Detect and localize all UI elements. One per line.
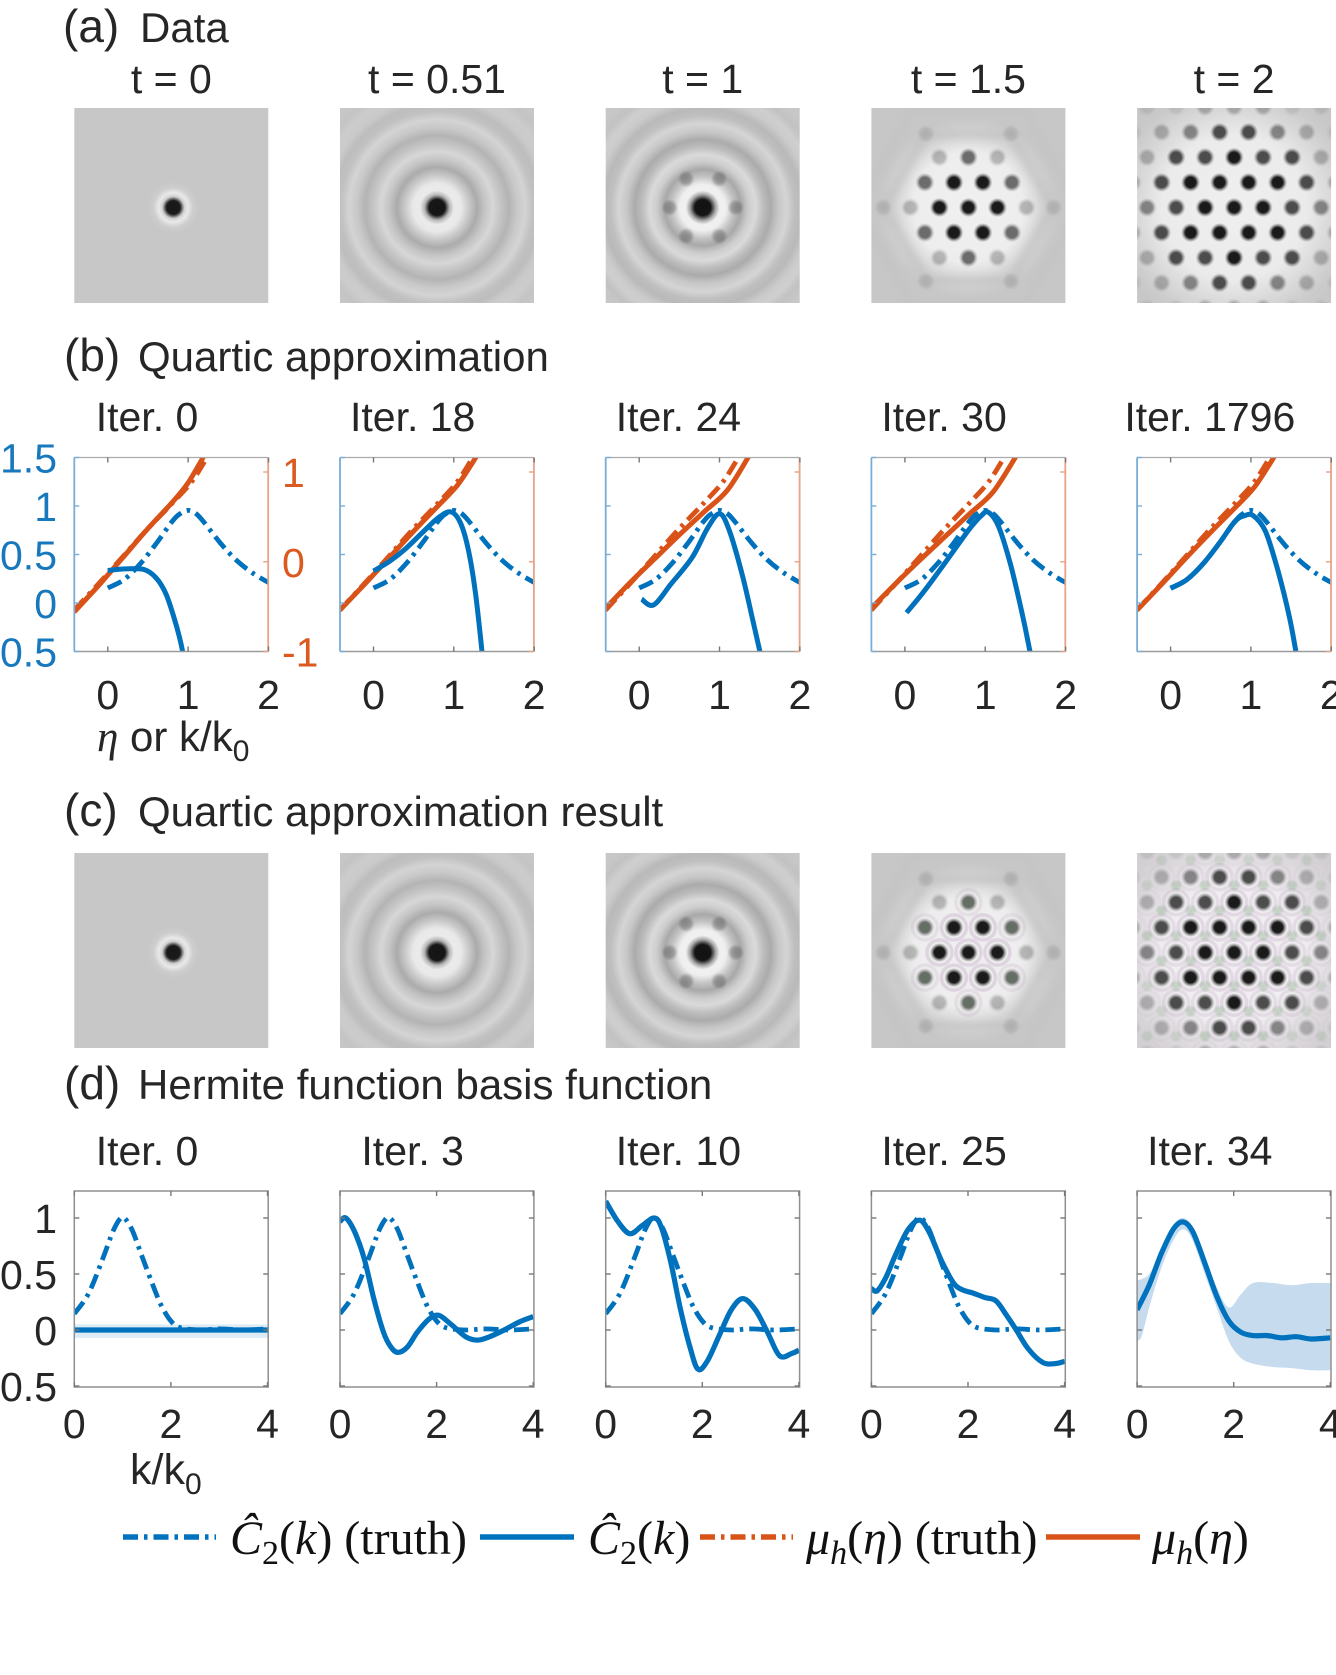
- svg-text:2: 2: [1320, 672, 1336, 718]
- svg-text:1: 1: [974, 672, 997, 718]
- svg-text:Hermite function basis functio: Hermite function basis function: [138, 1061, 712, 1108]
- svg-text:Ĉ2(k) (truth): Ĉ2(k) (truth): [230, 1511, 467, 1572]
- svg-text:0: 0: [594, 1401, 617, 1447]
- svg-text:t = 0.51: t = 0.51: [368, 56, 506, 102]
- svg-text:4: 4: [1053, 1401, 1076, 1447]
- svg-text:Iter. 24: Iter. 24: [616, 394, 741, 440]
- svg-text:0: 0: [34, 1308, 57, 1354]
- svg-text:2: 2: [957, 1401, 980, 1447]
- svg-text:Ĉ2(k): Ĉ2(k): [588, 1511, 690, 1572]
- svg-text:Iter. 18: Iter. 18: [350, 394, 475, 440]
- svg-text:2: 2: [691, 1401, 714, 1447]
- svg-text:Iter. 3: Iter. 3: [361, 1128, 464, 1174]
- svg-text:4: 4: [256, 1401, 279, 1447]
- svg-text:η or k/k0: η or k/k0: [97, 713, 249, 768]
- svg-text:2: 2: [1222, 1401, 1245, 1447]
- svg-text:Iter. 34: Iter. 34: [1147, 1128, 1272, 1174]
- svg-text:0: 0: [96, 672, 119, 718]
- svg-text:0: 0: [329, 1401, 352, 1447]
- svg-text:Iter. 10: Iter. 10: [616, 1128, 741, 1174]
- svg-text:1: 1: [442, 672, 465, 718]
- svg-text:2: 2: [523, 672, 546, 718]
- svg-text:4: 4: [1319, 1401, 1336, 1447]
- svg-text:4: 4: [787, 1401, 810, 1447]
- svg-text:1.5: 1.5: [0, 436, 57, 482]
- svg-text:0: 0: [63, 1401, 86, 1447]
- svg-text:1: 1: [34, 1196, 57, 1242]
- svg-text:2: 2: [1054, 672, 1077, 718]
- svg-text:0: 0: [1126, 1401, 1149, 1447]
- svg-text:0: 0: [1159, 672, 1182, 718]
- svg-text:0: 0: [628, 672, 651, 718]
- svg-text:Quartic approximation: Quartic approximation: [138, 333, 549, 380]
- svg-text:2: 2: [788, 672, 811, 718]
- svg-text:Quartic approximation result: Quartic approximation result: [138, 788, 664, 835]
- svg-text:2: 2: [257, 672, 280, 718]
- svg-text:-1: -1: [282, 630, 318, 676]
- svg-text:Iter. 0: Iter. 0: [96, 394, 199, 440]
- svg-text:(a): (a): [63, 0, 119, 52]
- svg-text:Iter. 1796: Iter. 1796: [1124, 394, 1295, 440]
- svg-text:-0.5: -0.5: [0, 1364, 57, 1410]
- svg-text:Iter. 30: Iter. 30: [881, 394, 1006, 440]
- svg-text:Data: Data: [140, 4, 229, 51]
- svg-text:μh(η): μh(η): [1151, 1512, 1249, 1572]
- svg-text:0.5: 0.5: [0, 1252, 57, 1298]
- svg-text:0: 0: [282, 540, 305, 586]
- svg-text:1: 1: [34, 484, 57, 530]
- svg-text:4: 4: [522, 1401, 545, 1447]
- svg-text:Iter. 0: Iter. 0: [96, 1128, 199, 1174]
- svg-text:1: 1: [1240, 672, 1263, 718]
- svg-text:0: 0: [860, 1401, 883, 1447]
- svg-text:0: 0: [362, 672, 385, 718]
- svg-text:0: 0: [893, 672, 916, 718]
- svg-text:μh(η) (truth): μh(η) (truth): [805, 1512, 1038, 1572]
- svg-text:2: 2: [159, 1401, 182, 1447]
- svg-text:(d): (d): [64, 1057, 120, 1109]
- svg-text:0.5: 0.5: [0, 533, 57, 579]
- svg-text:k/k0: k/k0: [130, 1446, 202, 1501]
- svg-text:0: 0: [34, 581, 57, 627]
- svg-text:t = 2: t = 2: [1194, 56, 1275, 102]
- svg-text:t = 0: t = 0: [131, 56, 212, 102]
- svg-text:1: 1: [282, 450, 305, 496]
- svg-text:t = 1.5: t = 1.5: [911, 56, 1026, 102]
- svg-text:-0.5: -0.5: [0, 630, 57, 676]
- svg-text:1: 1: [708, 672, 731, 718]
- svg-text:t = 1: t = 1: [662, 56, 743, 102]
- svg-text:(c): (c): [64, 784, 118, 836]
- svg-text:Iter. 25: Iter. 25: [881, 1128, 1006, 1174]
- svg-text:2: 2: [425, 1401, 448, 1447]
- svg-text:(b): (b): [64, 329, 120, 381]
- svg-text:1: 1: [177, 672, 200, 718]
